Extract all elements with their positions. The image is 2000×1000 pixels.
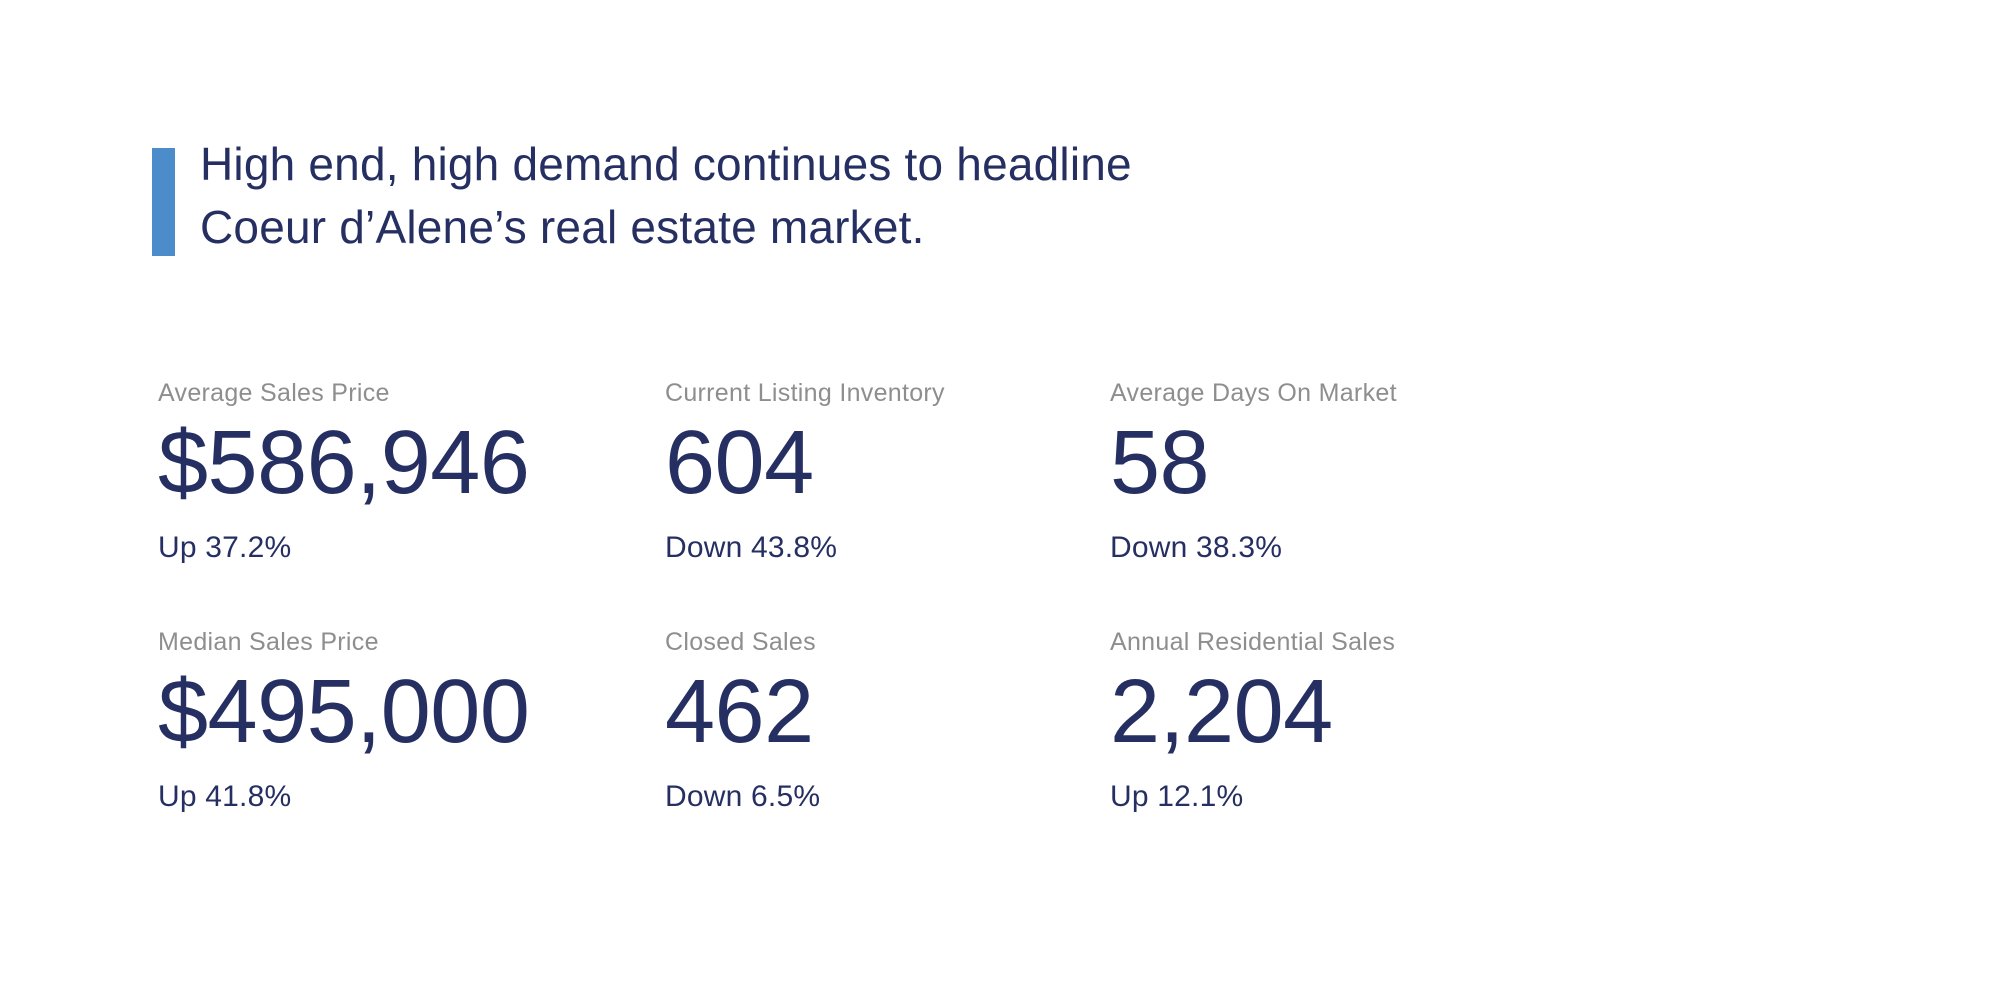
- stat-label: Average Days On Market: [1110, 379, 1397, 407]
- stat-value: 604: [665, 413, 814, 513]
- stat-label: Closed Sales: [665, 628, 816, 656]
- stat-change: Up 37.2%: [158, 531, 292, 564]
- stat-label: Average Sales Price: [158, 379, 390, 407]
- page-title: High end, high demand continues to headl…: [152, 133, 1132, 259]
- stat-value: $495,000: [158, 662, 530, 762]
- headline-line-1: High end, high demand continues to headl…: [200, 138, 1132, 190]
- stats-row-1: Average Sales Price $586,946 Up 37.2% Cu…: [158, 378, 1397, 566]
- headline-line-2: Coeur d’Alene’s real estate market.: [200, 201, 925, 253]
- stat-annual-residential-sales: Annual Residential Sales 2,204 Up 12.1%: [1110, 627, 1395, 815]
- stat-label: Current Listing Inventory: [665, 379, 945, 407]
- stat-change: Down 38.3%: [1110, 531, 1283, 564]
- stat-change: Up 12.1%: [1110, 780, 1244, 813]
- stat-closed-sales: Closed Sales 462 Down 6.5%: [665, 627, 1110, 815]
- stat-label: Annual Residential Sales: [1110, 628, 1396, 656]
- stat-value: 58: [1110, 413, 1210, 513]
- headline-accent-bar: [152, 148, 175, 256]
- stat-average-days-on-market: Average Days On Market 58 Down 38.3%: [1110, 378, 1397, 566]
- stat-value: 462: [665, 662, 814, 762]
- stat-change: Down 43.8%: [665, 531, 838, 564]
- stat-value: 2,204: [1110, 662, 1333, 762]
- stat-label: Median Sales Price: [158, 628, 379, 656]
- stat-current-listing-inventory: Current Listing Inventory 604 Down 43.8%: [665, 378, 1110, 566]
- stat-median-sales-price: Median Sales Price $495,000 Up 41.8%: [158, 627, 665, 815]
- stat-change: Down 6.5%: [665, 780, 821, 813]
- stat-change: Up 41.8%: [158, 780, 292, 813]
- stat-average-sales-price: Average Sales Price $586,946 Up 37.2%: [158, 378, 665, 566]
- stats-row-2: Median Sales Price $495,000 Up 41.8% Clo…: [158, 627, 1395, 815]
- stat-value: $586,946: [158, 413, 530, 513]
- headline-block: High end, high demand continues to headl…: [152, 133, 1132, 259]
